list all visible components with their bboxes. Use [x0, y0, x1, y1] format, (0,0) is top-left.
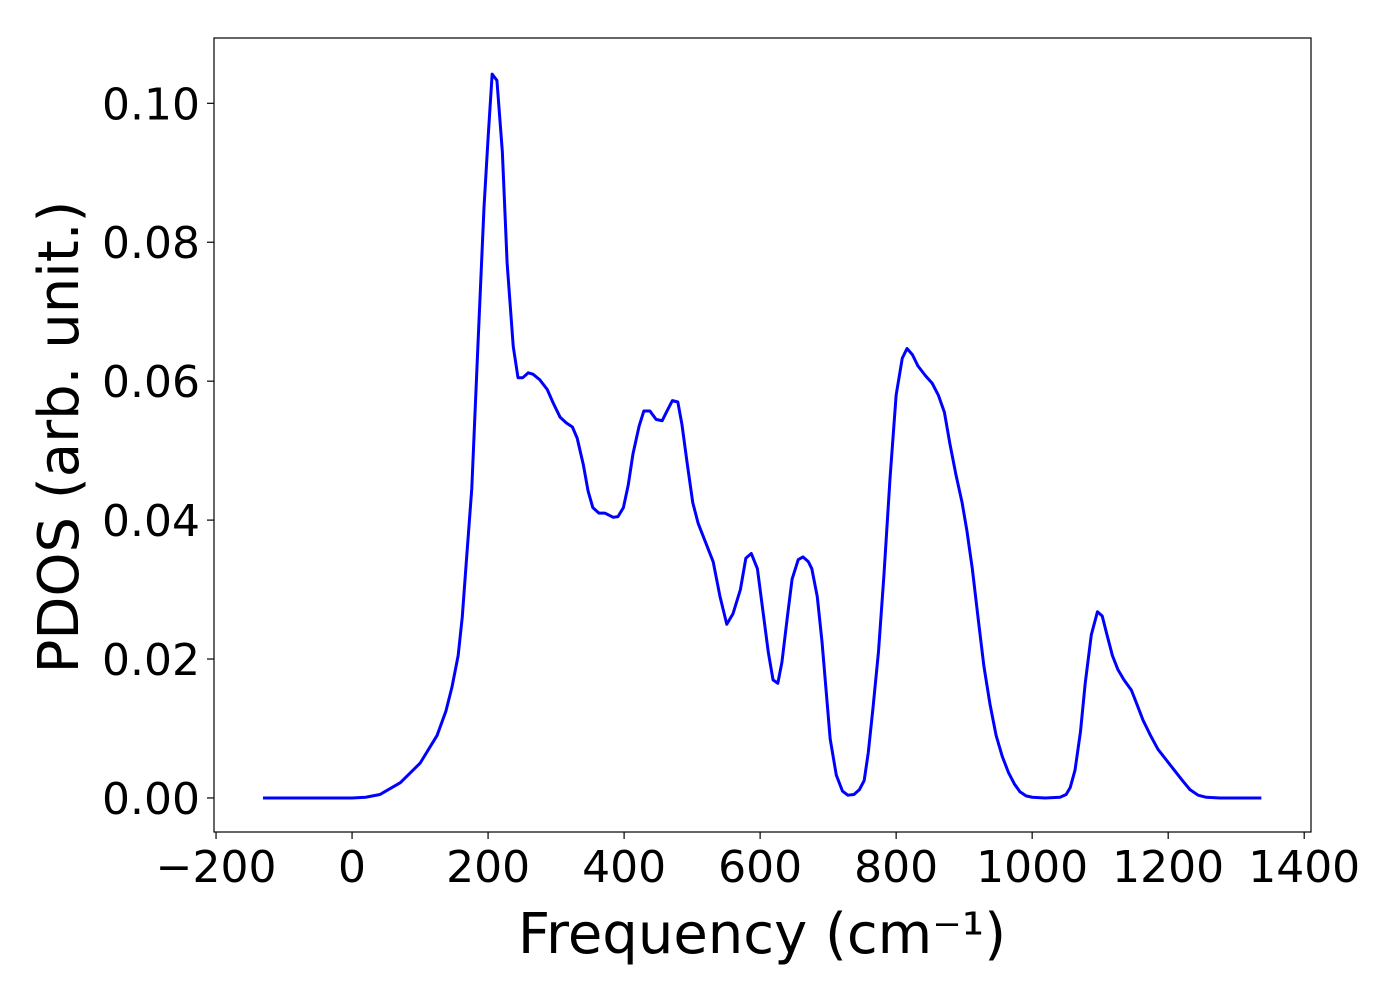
y-tick-label: 0.06 [102, 357, 200, 408]
x-tick-label: 600 [718, 842, 802, 893]
y-tick-label: 0.00 [102, 774, 200, 825]
plot-frame [213, 37, 1312, 833]
x-axis-label: Frequency (cm⁻¹) [518, 902, 1006, 967]
x-tick-label: 1400 [1248, 842, 1360, 893]
y-axis-label: PDOS (arb. unit.) [27, 201, 92, 674]
y-tick-label: 0.04 [102, 496, 200, 547]
x-tick-label: 1000 [976, 842, 1088, 893]
x-tick-label: 0 [338, 842, 366, 893]
x-tick-label: 400 [582, 842, 666, 893]
x-tick-label: 800 [854, 842, 938, 893]
x-tick-label: −200 [156, 842, 277, 893]
y-tick-label: 0.10 [102, 79, 200, 130]
x-tick-label: 1200 [1112, 842, 1224, 893]
y-tick-label: 0.02 [102, 635, 200, 686]
y-tick-label: 0.08 [102, 218, 200, 269]
x-tick-label: 200 [446, 842, 530, 893]
data-line [262, 72, 1262, 800]
